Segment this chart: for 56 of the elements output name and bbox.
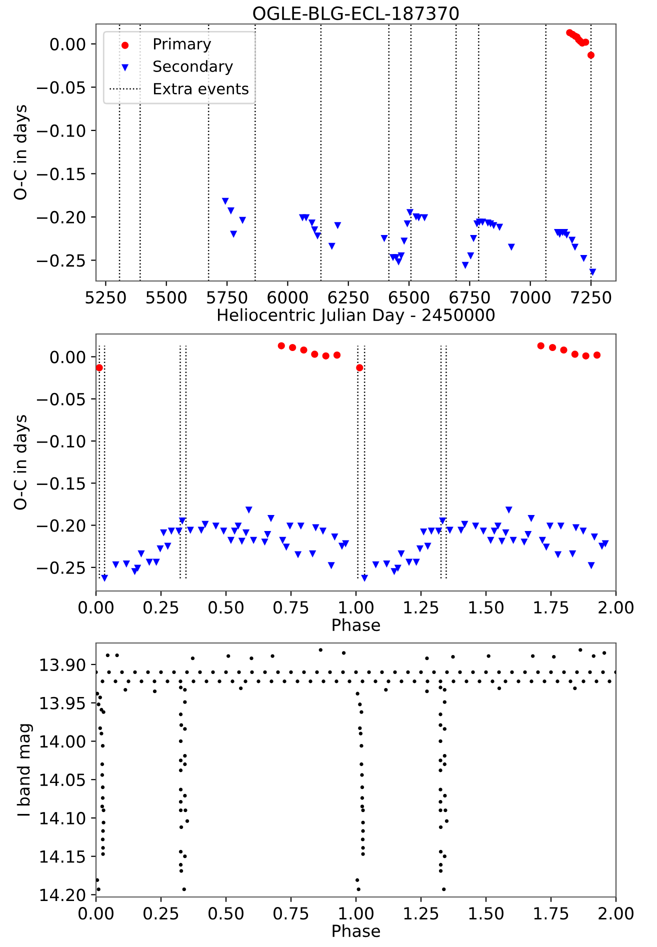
y-tick-label: 13.90	[40, 658, 86, 672]
x-tick-label: 0.00	[78, 601, 114, 614]
y-tick-label: 14.20	[40, 888, 86, 902]
y-tick-label: 14.00	[40, 735, 86, 748]
x-tick-label: 0.25	[144, 907, 178, 920]
y-tick-label: 0.00	[50, 38, 86, 50]
x-tick-label: 0.75	[274, 601, 308, 614]
y-tick-label: −0.15	[36, 168, 85, 180]
y-tick-label: −0.20	[36, 210, 86, 224]
y-tick-label: −0.25	[36, 254, 85, 267]
y-tick-label: −0.05	[36, 81, 85, 94]
x-tick-label: 0.00	[78, 907, 114, 920]
x-axis-title: Phase	[332, 924, 380, 938]
x-axis-title: Phase	[332, 618, 380, 632]
x-tick-label: 7000	[510, 291, 550, 304]
y-axis-title: O-C in days	[14, 105, 30, 200]
x-tick-label: 6000	[268, 291, 308, 304]
legend-label: Secondary	[154, 60, 233, 75]
x-tick-label: 5500	[146, 291, 186, 304]
x-tick-label: 1.50	[469, 907, 504, 920]
y-tick-label: −0.05	[36, 392, 85, 406]
ref-line-label: Extra events	[154, 83, 248, 94]
y-tick-label: 0.00	[50, 350, 86, 364]
x-tick-label: 5750	[207, 291, 248, 304]
x-tick-label: 1.50	[469, 601, 504, 614]
x-tick-label: 6250	[328, 291, 368, 304]
x-tick-label: 0.75	[274, 907, 308, 920]
legend-label: Primary	[154, 38, 212, 53]
x-tick-label: 6500	[388, 291, 430, 304]
x-tick-label: 5250	[86, 291, 126, 304]
x-tick-label: 2.00	[598, 907, 634, 920]
y-tick-label: −0.15	[36, 477, 85, 490]
y-tick-label: 14.15	[40, 850, 85, 863]
x-tick-label: 1.00	[339, 601, 374, 614]
y-axis-title: O-C in days	[14, 415, 30, 510]
x-tick-label: 6750	[450, 291, 490, 304]
x-tick-label: 1.25	[404, 907, 438, 920]
x-tick-label: 7250	[571, 291, 612, 304]
y-tick-label: −0.25	[36, 561, 85, 574]
y-axis-title: I band mag	[16, 724, 34, 816]
chart-title: OGLE-BLG-ECL-187370	[253, 6, 459, 20]
y-tick-label: −0.20	[36, 519, 86, 532]
x-axis-title: Heliocentric Julian Day - 2450000	[218, 308, 495, 324]
y-tick-label: 14.05	[40, 774, 85, 786]
x-tick-label: 0.25	[144, 601, 178, 614]
y-tick-label: −0.10	[36, 124, 86, 138]
x-tick-label: 1.00	[339, 907, 374, 920]
x-tick-label: 0.50	[208, 907, 244, 920]
y-tick-label: 14.10	[40, 812, 86, 825]
x-tick-label: 1.25	[404, 601, 438, 614]
y-tick-label: −0.10	[36, 434, 86, 448]
x-tick-label: 2.00	[598, 601, 634, 614]
x-tick-label: 1.75	[534, 601, 568, 614]
y-tick-label: 13.95	[40, 696, 85, 710]
x-tick-label: 1.75	[534, 907, 568, 920]
x-tick-label: 0.50	[208, 601, 244, 614]
